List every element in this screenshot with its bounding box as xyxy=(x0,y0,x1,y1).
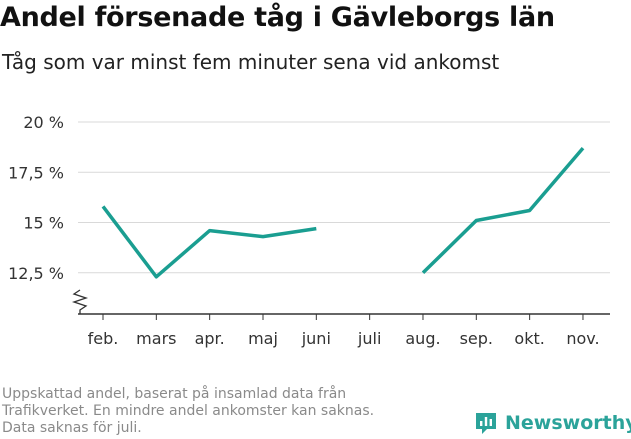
x-tick-label: juli xyxy=(357,329,381,348)
y-tick-label: 15 % xyxy=(23,214,64,233)
x-tick-label: juni xyxy=(301,329,331,348)
y-tick-label: 12,5 % xyxy=(8,264,64,283)
footnote-line: Trafikverket. En mindre andel ankomster … xyxy=(2,403,375,419)
footnote-line: Data saknas för juli. xyxy=(2,420,142,436)
footnote-line: Uppskattad andel, baserat på insamlad da… xyxy=(2,386,347,402)
axis-break-icon xyxy=(71,289,89,314)
line-chart: 12,5 % 15 % 17,5 % 20 % feb. mars apr. maj juni… xyxy=(8,113,610,348)
series-line-segment xyxy=(421,146,585,275)
series-lines xyxy=(101,146,585,279)
chart-subtitle: Tåg som var minst fem minuter sena vid a… xyxy=(2,50,500,74)
x-tick-label: maj xyxy=(248,329,278,348)
x-axis xyxy=(71,289,610,315)
x-tick-label: apr. xyxy=(195,329,225,348)
x-tick-label: nov. xyxy=(566,329,599,348)
chart-title: Andel försenade tåg i Gävleborgs län xyxy=(0,2,555,33)
x-tick-label: feb. xyxy=(88,329,119,348)
brand-name: Newsworthy xyxy=(505,412,631,434)
x-tick-label: mars xyxy=(136,329,176,348)
newsworthy-chart-icon xyxy=(476,413,496,434)
footnote: Uppskattad andel, baserat på insamlad da… xyxy=(2,386,442,437)
x-tick-label: okt. xyxy=(514,329,544,348)
y-tick-label: 17,5 % xyxy=(8,163,64,182)
y-tick-labels: 12,5 % 15 % 17,5 % 20 % xyxy=(8,113,64,283)
grid-lines xyxy=(78,121,610,274)
brand-logo[interactable]: Newsworthy xyxy=(474,407,631,439)
series-line-segment xyxy=(101,205,317,279)
y-tick-label: 20 % xyxy=(23,113,64,132)
x-tick-label: sep. xyxy=(460,329,493,348)
x-tick-labels: feb. mars apr. maj juni juli aug. sep. okt. nov. xyxy=(88,314,600,348)
x-tick-label: aug. xyxy=(405,329,440,348)
